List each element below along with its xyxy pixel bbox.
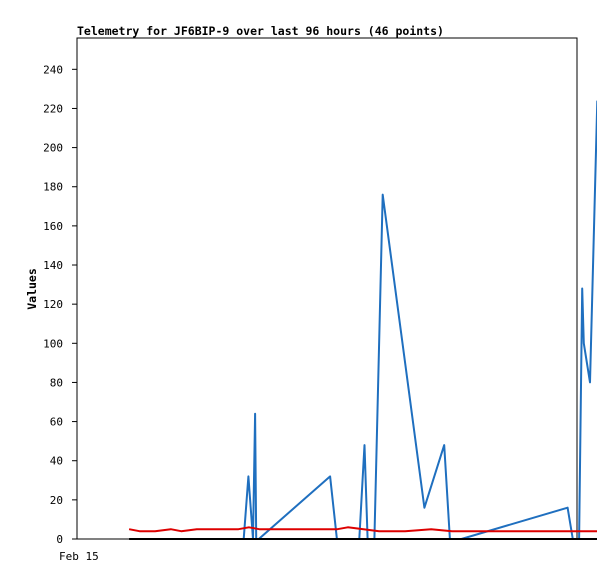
- y-tick-label: 120: [43, 298, 63, 311]
- series-layer: [128, 100, 597, 540]
- plot-area: [76, 37, 578, 540]
- series-line-2: [128, 526, 597, 533]
- series-line-1: [242, 100, 597, 540]
- y-tick-label: 160: [43, 220, 63, 233]
- y-tick-label: 80: [50, 376, 63, 389]
- y-tick-label: 220: [43, 102, 63, 115]
- y-tick-label: 20: [50, 494, 63, 507]
- y-tick-label: 240: [43, 63, 63, 76]
- y-tick-label: 40: [50, 455, 63, 468]
- y-axis-label: Values: [25, 268, 39, 310]
- chart-title: Telemetry for JF6BIP-9 over last 96 hour…: [77, 24, 444, 38]
- y-tick-label: 60: [50, 416, 63, 429]
- x-tick-label: Feb 15: [59, 550, 99, 563]
- x-axis: Feb 15: [59, 550, 99, 563]
- y-tick-label: 0: [56, 533, 63, 546]
- y-tick-label: 180: [43, 181, 63, 194]
- y-tick-label: 100: [43, 337, 63, 350]
- y-tick-label: 200: [43, 142, 63, 155]
- y-tick-label: 140: [43, 259, 63, 272]
- y-axis: 0 20 40 60 80 100 120 140 160 180 200 220 240: [43, 63, 77, 546]
